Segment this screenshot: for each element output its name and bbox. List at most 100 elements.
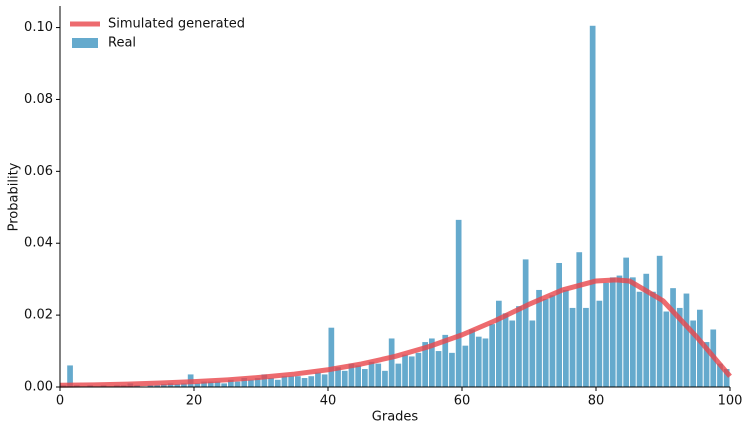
histogram-bar bbox=[697, 309, 703, 387]
x-tick-label: 40 bbox=[320, 394, 337, 409]
legend-label: Real bbox=[108, 36, 136, 51]
histogram-bar bbox=[341, 370, 348, 387]
histogram-bar bbox=[241, 378, 248, 387]
histogram-bar bbox=[516, 306, 522, 387]
x-axis-label: Grades bbox=[372, 410, 419, 425]
y-tick-label: 0.06 bbox=[24, 164, 53, 179]
histogram-bar bbox=[382, 370, 388, 387]
histogram-bar bbox=[603, 282, 609, 387]
histogram-bar bbox=[616, 275, 623, 387]
histogram-bar bbox=[395, 363, 402, 387]
x-tick-label: 0 bbox=[56, 394, 64, 409]
histogram-bar bbox=[475, 336, 482, 387]
x-tick-label: 20 bbox=[186, 394, 203, 409]
x-tick-label: 100 bbox=[718, 394, 743, 409]
line bbox=[59, 277, 732, 388]
histogram-bar bbox=[663, 311, 670, 387]
histogram-bar bbox=[676, 307, 683, 387]
histogram-bar bbox=[569, 307, 576, 387]
histogram-bar bbox=[335, 367, 341, 387]
histogram-bar bbox=[388, 338, 395, 387]
histogram-bar bbox=[161, 384, 167, 387]
histogram-bar bbox=[375, 363, 382, 387]
histogram-bar bbox=[589, 25, 596, 388]
histogram-bar bbox=[455, 219, 462, 387]
histogram-bar bbox=[154, 385, 160, 387]
histogram-bar bbox=[549, 295, 556, 387]
histogram-bar bbox=[690, 320, 696, 387]
histogram-bar bbox=[556, 262, 562, 387]
histogram-bar bbox=[348, 363, 355, 387]
histogram-bar bbox=[643, 273, 650, 387]
y-tick-label: 0.08 bbox=[24, 92, 53, 107]
histogram-bar bbox=[596, 300, 603, 387]
histogram-bar bbox=[167, 383, 174, 387]
histogram-bar bbox=[295, 376, 301, 387]
histogram-bar bbox=[408, 356, 415, 387]
histogram-bar bbox=[194, 383, 201, 387]
y-tick-label: 0.00 bbox=[24, 380, 53, 395]
histogram-bar bbox=[563, 289, 569, 387]
histogram-bar bbox=[536, 289, 542, 387]
y-tick-label: 0.02 bbox=[24, 308, 53, 323]
x-tick-label: 60 bbox=[454, 394, 471, 409]
histogram-bar bbox=[683, 293, 690, 387]
histogram-bar bbox=[321, 374, 328, 387]
legend-swatch bbox=[72, 38, 98, 48]
histogram-bar bbox=[435, 351, 442, 387]
histogram-bar bbox=[636, 291, 643, 387]
legend-label: Simulated generated bbox=[108, 17, 245, 32]
histogram-bar bbox=[462, 345, 469, 387]
histogram-bar bbox=[362, 369, 368, 387]
histogram-bar bbox=[268, 378, 274, 387]
histogram-bar bbox=[670, 288, 676, 387]
y-tick-label: 0.04 bbox=[24, 236, 53, 251]
x-tick-label: 80 bbox=[588, 394, 605, 409]
histogram-bar bbox=[174, 384, 181, 387]
histogram-bar bbox=[415, 352, 422, 387]
histogram-bar bbox=[221, 383, 227, 387]
histogram-bar bbox=[248, 379, 254, 387]
histogram-bar bbox=[723, 369, 730, 387]
histogram-bar bbox=[67, 365, 73, 387]
histogram-bar bbox=[609, 277, 616, 387]
histogram-bar bbox=[630, 277, 636, 387]
histogram-bar bbox=[301, 378, 308, 387]
histogram-bar bbox=[368, 361, 375, 387]
histogram-bar bbox=[274, 379, 281, 387]
histogram-bar bbox=[261, 374, 268, 387]
histogram-bar bbox=[181, 383, 187, 387]
histogram-bar bbox=[449, 352, 455, 387]
histogram-bar bbox=[328, 327, 335, 387]
histogram-bar bbox=[147, 385, 154, 387]
histogram-bar bbox=[650, 291, 656, 387]
histogram-bar bbox=[522, 259, 529, 387]
histogram-bar bbox=[496, 300, 502, 387]
histogram-bar bbox=[502, 313, 509, 387]
histogram-bar bbox=[355, 365, 361, 387]
histogram-bar bbox=[489, 324, 495, 387]
histogram-bar bbox=[623, 257, 629, 387]
histogram-bar bbox=[214, 381, 221, 387]
histogram-bar bbox=[583, 307, 589, 387]
histogram-bar bbox=[576, 252, 583, 387]
histogram-bar bbox=[482, 338, 489, 387]
histogram-bar bbox=[656, 255, 663, 387]
histogram-bar bbox=[207, 381, 214, 387]
histogram-bar bbox=[402, 354, 408, 387]
histogram-bar bbox=[281, 376, 288, 387]
histogram-bar bbox=[234, 381, 241, 387]
histogram-bar bbox=[288, 376, 294, 387]
histogram-bar bbox=[542, 298, 549, 387]
histogram-bar bbox=[201, 381, 207, 387]
y-axis-label: Probability bbox=[7, 162, 22, 231]
histogram-bar bbox=[422, 342, 428, 387]
histogram-bar bbox=[228, 379, 234, 387]
histogram-bar bbox=[703, 342, 710, 387]
histogram-bar bbox=[429, 338, 435, 387]
histogram-bar bbox=[442, 334, 449, 387]
histogram-bar bbox=[315, 372, 321, 387]
histogram-bar bbox=[509, 320, 516, 387]
histogram-bar bbox=[254, 378, 261, 387]
